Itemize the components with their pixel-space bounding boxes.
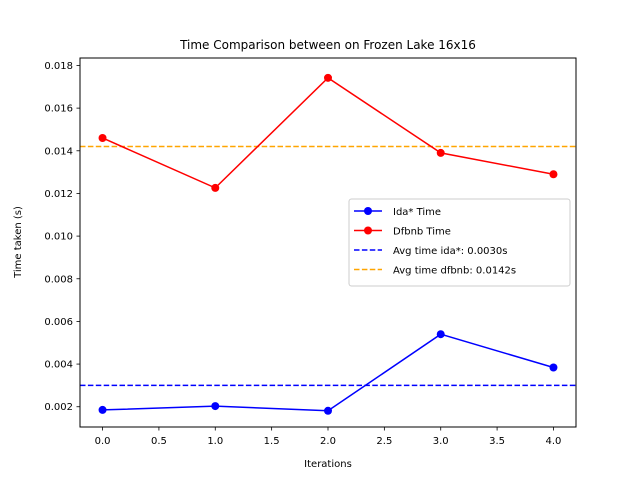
x-tick-label: 0.5 [151, 436, 167, 447]
series-line-1 [102, 333, 554, 412]
y-tick-label: 0.016 [44, 104, 73, 115]
legend-marker-1 [364, 207, 372, 215]
series-1-point-5 [549, 363, 558, 372]
x-tick-label: 2.0 [320, 436, 336, 447]
series-2-point-1 [98, 133, 107, 142]
series-2-point-5 [549, 170, 558, 179]
y-tick-label: 0.018 [44, 61, 73, 72]
series-1-point-1 [98, 405, 107, 414]
series-1-point-4 [436, 330, 445, 339]
x-tick-label: 1.0 [207, 436, 223, 447]
x-tick-label: 3.0 [433, 436, 449, 447]
y-tick-label: 0.012 [44, 189, 73, 200]
x-tick-label: 1.5 [264, 436, 280, 447]
series-line-2 [102, 76, 554, 189]
x-tick-label: 4.0 [546, 436, 562, 447]
x-tick-label: 0.0 [95, 436, 111, 447]
y-tick-label: 0.010 [44, 232, 73, 243]
series-1-point-2 [211, 402, 220, 411]
x-tick-label: 3.5 [489, 436, 505, 447]
y-tick-label: 0.006 [44, 317, 73, 328]
series-2-point-4 [436, 148, 445, 157]
legend-label-2: Dfbnb Time [393, 227, 451, 238]
series-2-point-2 [211, 183, 220, 192]
legend-box [348, 198, 571, 287]
chart-title: Time Comparison between on Frozen Lake 1… [179, 38, 476, 52]
legend: Ida* Time Dfbnb Time Avg time ida*: 0.0030… [348, 198, 571, 287]
series-2-point-3 [324, 73, 332, 82]
y-tick-label: 0.002 [44, 402, 73, 413]
y-tick-label: 0.014 [44, 146, 73, 157]
x-tick-label: 2.5 [376, 436, 392, 447]
x-axis: 0.0 0.5 1.0 1.5 2.0 2.5 3.0 3.5 4.0 [95, 427, 562, 447]
legend-label-3: Avg time ida*: 0.0030s [393, 246, 507, 257]
y-axis-label: Time taken (s) [13, 206, 24, 279]
y-axis: 0.002 0.004 0.006 0.008 0.010 0.012 0.014 0.016… [44, 61, 80, 413]
x-axis-label: Iterations [304, 459, 352, 470]
legend-label-1: Ida* Time [393, 207, 441, 218]
series-1-point-3 [324, 406, 332, 415]
legend-marker-2 [364, 226, 372, 235]
legend-label-4: Avg time dfbnb: 0.0142s [393, 266, 516, 277]
y-tick-label: 0.008 [44, 274, 73, 285]
y-tick-label: 0.004 [44, 360, 73, 371]
